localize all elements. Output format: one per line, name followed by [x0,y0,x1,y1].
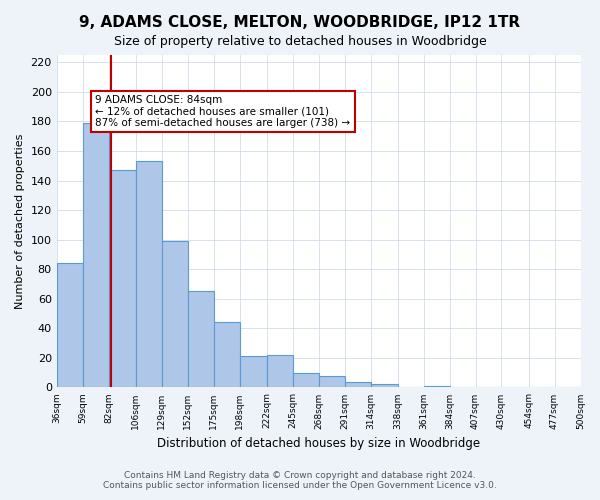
Bar [319,376,344,388]
Bar [188,292,214,388]
Y-axis label: Number of detached properties: Number of detached properties [15,134,25,309]
Bar [83,123,109,388]
Bar [161,241,188,388]
Text: Size of property relative to detached houses in Woodbridge: Size of property relative to detached ho… [113,35,487,48]
Bar [293,372,319,388]
Bar [424,386,449,388]
Bar [136,162,161,388]
Text: 9, ADAMS CLOSE, MELTON, WOODBRIDGE, IP12 1TR: 9, ADAMS CLOSE, MELTON, WOODBRIDGE, IP12… [79,15,521,30]
Bar [239,356,266,388]
Bar [109,170,136,388]
Bar [266,355,293,388]
Bar [344,382,371,388]
Text: 9 ADAMS CLOSE: 84sqm
← 12% of detached houses are smaller (101)
87% of semi-deta: 9 ADAMS CLOSE: 84sqm ← 12% of detached h… [95,95,350,128]
Bar [56,264,83,388]
Bar [214,322,239,388]
Bar [371,384,398,388]
X-axis label: Distribution of detached houses by size in Woodbridge: Distribution of detached houses by size … [157,437,480,450]
Text: Contains HM Land Registry data © Crown copyright and database right 2024.
Contai: Contains HM Land Registry data © Crown c… [103,470,497,490]
